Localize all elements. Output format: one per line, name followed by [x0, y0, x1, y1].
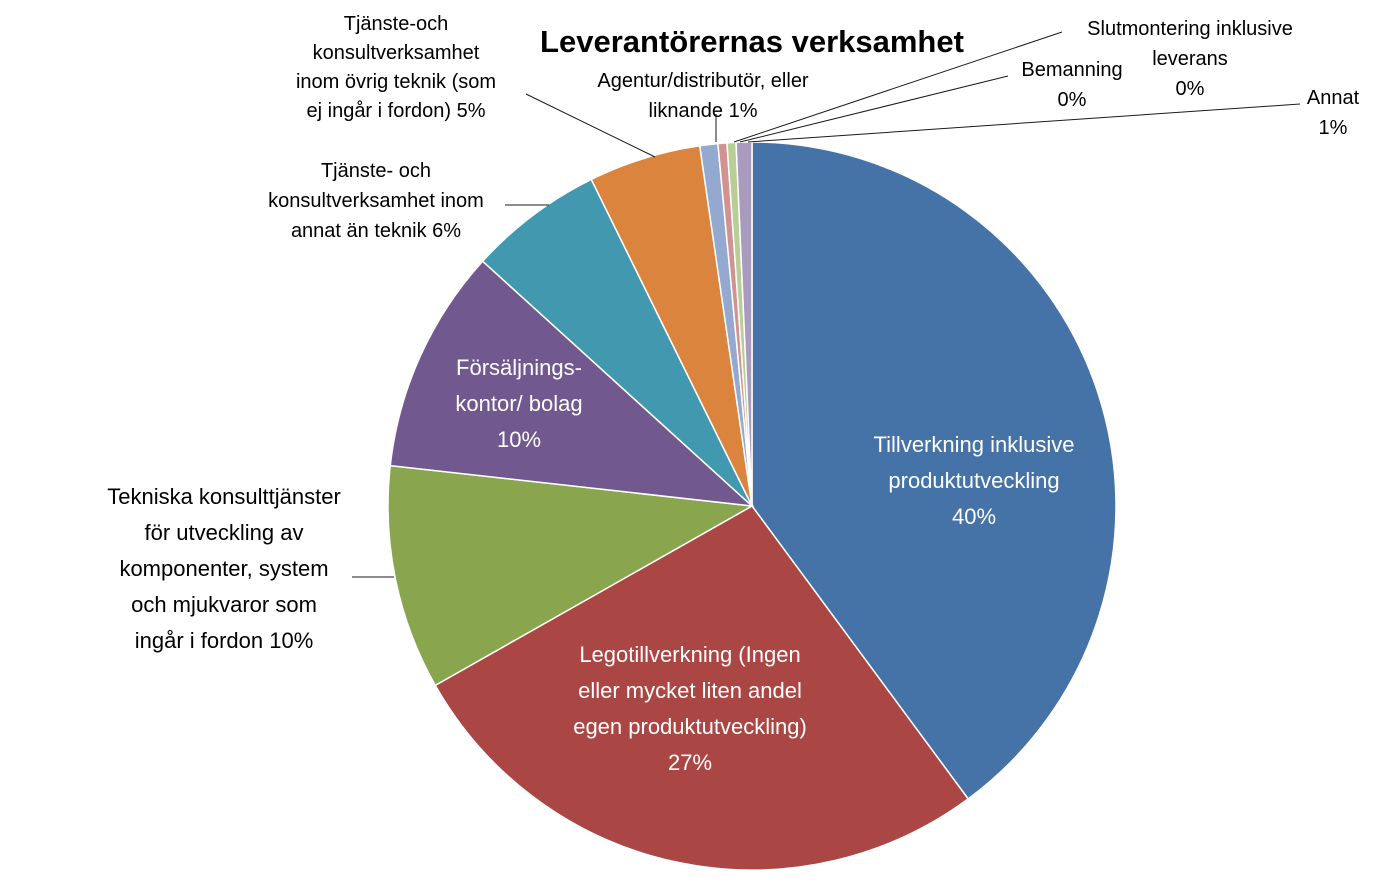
slice-label-2: Tekniska konsulttjänster för utveckling a… — [107, 484, 341, 653]
pie-slice-3 — [389, 260, 755, 508]
slice-label-7: Slutmontering inklusive leverans 0% — [1087, 18, 1293, 100]
pie-slices — [387, 141, 1117, 871]
slice-label-8: Bemanning 0% — [1021, 59, 1122, 111]
slice-label-0: Tillverkning inklusive produktutveckling 4… — [874, 432, 1075, 529]
leader-line-7 — [733, 31, 1063, 143]
slice-label-1: Legotillverkning (Ingen eller mycket lite… — [573, 642, 807, 775]
leader-line-8 — [739, 75, 1009, 143]
leader-lines — [352, 31, 1301, 578]
chart-title: Leverantörernas verksamhet — [540, 24, 964, 59]
slice-label-5: Tjänste-och konsultverksamhet inom övrig t… — [296, 13, 496, 122]
slice-label-6: Agentur/distributör, eller liknande 1% — [597, 70, 809, 122]
pie-slice-4 — [481, 178, 753, 507]
slice-label-3: Försäljnings-kontor/ bolag 10% — [455, 355, 582, 452]
pie-slice-2 — [387, 464, 755, 687]
slice-label-9: Annat 1% — [1307, 87, 1360, 139]
leader-line-5 — [525, 93, 656, 158]
pie-slice-0 — [751, 141, 1117, 800]
pie-slice-1 — [434, 505, 970, 871]
leader-line-9 — [747, 103, 1301, 143]
slice-labels: Tillverkning inklusive produktutveckling 4… — [107, 13, 1359, 775]
slice-label-4: Tjänste- och konsultverksamhet inom annat … — [268, 160, 484, 242]
